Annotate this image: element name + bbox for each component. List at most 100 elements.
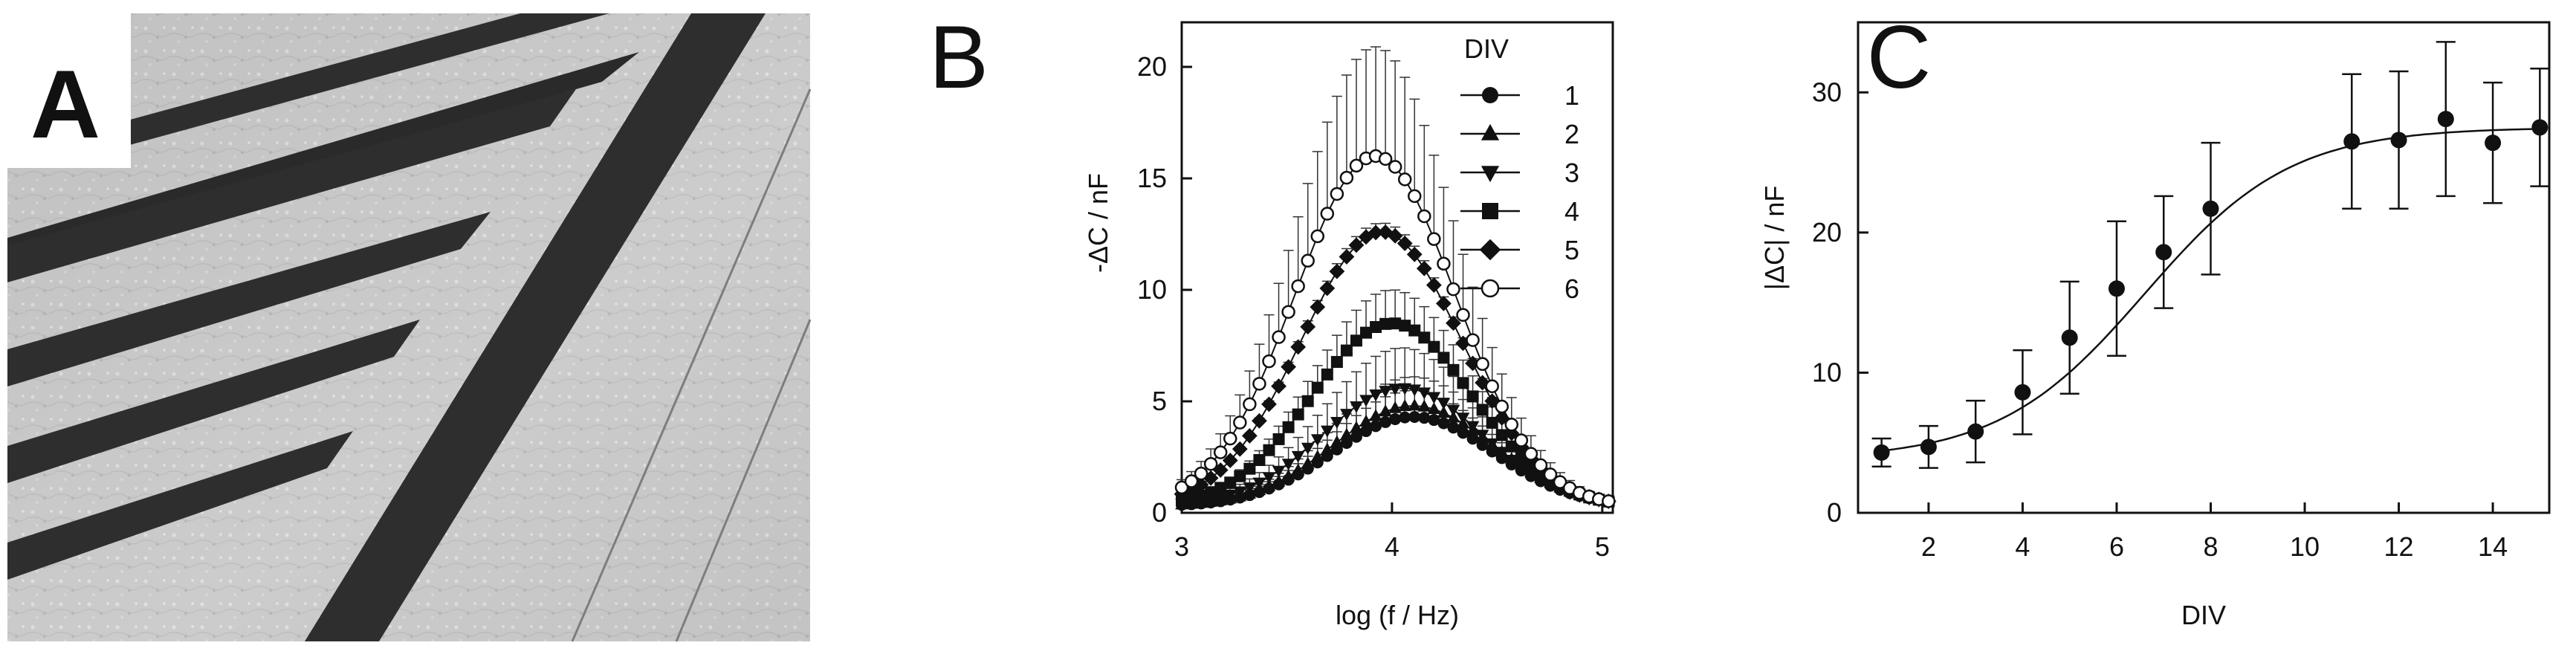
data-point: [1427, 232, 1441, 246]
data-point: [1495, 429, 1508, 441]
x-tick-label: 2: [1921, 531, 1936, 562]
data-point: [1388, 383, 1402, 396]
data-point: [1243, 397, 1257, 412]
data-point: [1233, 486, 1247, 499]
data-point: [1399, 411, 1411, 424]
data-point: [1243, 462, 1256, 475]
data-point: [1475, 430, 1489, 442]
data-point: [1369, 409, 1382, 421]
chart-b-error-bars: [1177, 46, 1614, 505]
data-point: [1339, 170, 1354, 185]
data-point: [1252, 377, 1266, 391]
data-point: [1291, 463, 1305, 476]
data-point: [1290, 339, 1307, 355]
data-point: [1495, 447, 1509, 459]
data-point: [1194, 466, 1208, 481]
data-point: [1350, 334, 1362, 347]
data-point: [1195, 489, 1208, 502]
panel-c: 2 4 6 8 10 12 14 0 10 20 30 C DIV |ΔC| / nF: [1739, 0, 2576, 657]
data-point: [1476, 404, 1489, 416]
data-point: [1349, 158, 1364, 173]
y-tick-label: 5: [1152, 386, 1167, 416]
data-point: [1446, 282, 1460, 297]
data-point: [1533, 458, 1548, 473]
data-point: [1213, 445, 1228, 459]
data-point: [1437, 398, 1451, 410]
data-point: [1388, 401, 1402, 413]
y-tick-label: 20: [1137, 51, 1167, 82]
electrode-micrograph: A: [7, 13, 812, 642]
data-point: [1399, 320, 1411, 332]
data-point: [1397, 172, 1412, 187]
data-point: [1205, 486, 1217, 499]
data-point: [1408, 411, 1421, 424]
data-point: [1319, 280, 1336, 297]
data-point: [1223, 490, 1237, 502]
data-point: [1330, 417, 1344, 430]
chart-c-frame: [1857, 21, 2551, 514]
data-point: [1262, 354, 1276, 369]
data-point: [1233, 415, 1247, 430]
legend-label: 4: [1564, 196, 1579, 227]
data-point: [1457, 377, 1469, 389]
chart-b-legend-title: DIV: [1464, 33, 1509, 64]
data-point: [1329, 263, 1345, 279]
x-tick-label: 8: [2203, 531, 2218, 562]
panel-c-label: C: [1867, 7, 1932, 107]
data-point: [1427, 392, 1441, 404]
data-point: [1310, 299, 1326, 315]
data-point: [1320, 442, 1334, 455]
data-point: [1475, 375, 1491, 391]
panel-b: 3 4 5 0 5 10 15 20 1 2 3 4 5 6 B log (f / Hz) -ΔC / …: [847, 0, 1702, 657]
data-point: [1281, 305, 1295, 319]
data-point: [1504, 418, 1519, 432]
data-point: [1369, 389, 1382, 402]
data-point: [1203, 456, 1218, 471]
data-point: [1261, 396, 1277, 412]
data-point: [1310, 450, 1324, 462]
data-point: [1360, 326, 1373, 339]
x-tick-label: 3: [1174, 531, 1189, 562]
data-point: [1543, 467, 1558, 482]
data-point: [2485, 135, 2502, 152]
x-tick-label: 4: [1385, 531, 1399, 562]
data-point: [1485, 438, 1499, 450]
data-point: [1330, 355, 1343, 368]
data-point: [1262, 479, 1276, 491]
data-point: [1436, 295, 1452, 311]
legend-marker: [1480, 166, 1500, 183]
data-point: [1466, 333, 1480, 347]
data-point: [1281, 469, 1295, 482]
data-point: [1350, 421, 1363, 433]
data-point: [1184, 474, 1199, 488]
data-point: [1330, 187, 1344, 201]
data-point: [1310, 229, 1324, 244]
data-point: [1455, 335, 1471, 352]
data-point: [1447, 363, 1460, 376]
data-point: [1262, 472, 1276, 485]
data-point: [1485, 379, 1499, 393]
data-point: [1214, 492, 1228, 505]
data-point: [1388, 160, 1402, 174]
legend-marker: [1479, 239, 1501, 261]
data-point: [1350, 430, 1362, 443]
data-point: [2202, 200, 2219, 217]
chart-c-ticks: 2 4 6 8 10 12 14 0 10 20 30: [1812, 77, 2508, 562]
legend-marker: [1482, 87, 1498, 103]
data-point: [1408, 189, 1422, 204]
data-point: [1417, 399, 1431, 412]
x-tick-label: 14: [2478, 531, 2508, 562]
data-point: [1340, 344, 1353, 357]
data-point: [1515, 462, 1528, 474]
data-point: [1456, 412, 1470, 425]
y-tick-label: 30: [1812, 77, 1842, 107]
y-tick-label: 10: [1137, 274, 1167, 305]
data-point: [1214, 482, 1227, 494]
chart-b-y-label: -ΔC / nF: [1083, 173, 1113, 273]
data-point: [1339, 249, 1355, 265]
data-point: [1505, 454, 1518, 467]
legend-label: 1: [1564, 80, 1579, 111]
data-point: [1321, 368, 1333, 381]
data-point: [1437, 417, 1450, 430]
data-point: [1465, 355, 1480, 372]
